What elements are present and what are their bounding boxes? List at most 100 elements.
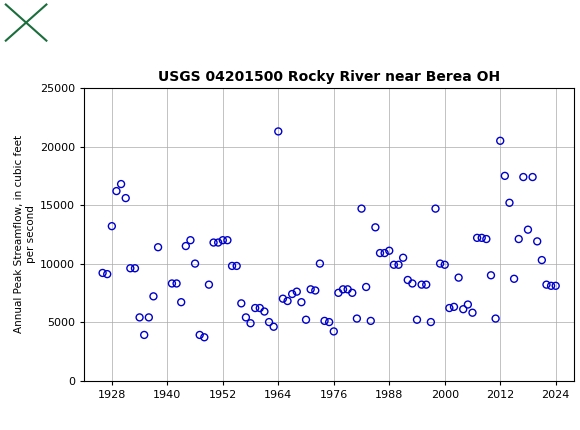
Point bbox=[394, 261, 403, 268]
Point bbox=[149, 293, 158, 300]
Point bbox=[292, 288, 302, 295]
Point bbox=[408, 280, 417, 287]
Point bbox=[343, 286, 352, 293]
Point bbox=[176, 299, 186, 306]
Point bbox=[551, 283, 560, 289]
Point bbox=[274, 128, 283, 135]
Point bbox=[98, 270, 107, 276]
Point bbox=[514, 236, 523, 243]
Point bbox=[380, 250, 389, 257]
Point bbox=[468, 309, 477, 316]
Point bbox=[487, 272, 496, 279]
Point bbox=[546, 283, 556, 289]
Point bbox=[463, 301, 473, 308]
Point bbox=[495, 137, 505, 144]
Point bbox=[398, 254, 408, 261]
Point bbox=[167, 280, 176, 287]
Point bbox=[482, 236, 491, 243]
Point bbox=[135, 314, 144, 321]
Point bbox=[297, 299, 306, 306]
Point bbox=[385, 247, 394, 254]
Point bbox=[186, 237, 195, 244]
Point bbox=[140, 332, 149, 338]
Point bbox=[459, 306, 468, 313]
Point bbox=[316, 260, 325, 267]
Point bbox=[154, 244, 163, 251]
Point bbox=[209, 239, 218, 246]
Point bbox=[288, 291, 297, 298]
Point bbox=[103, 270, 112, 277]
Point bbox=[532, 238, 542, 245]
Point bbox=[389, 261, 398, 268]
Point bbox=[537, 257, 546, 264]
Point bbox=[366, 317, 375, 324]
Point bbox=[523, 226, 532, 233]
Point bbox=[361, 283, 371, 290]
Point bbox=[357, 205, 366, 212]
Point bbox=[204, 281, 213, 288]
Point bbox=[403, 276, 412, 283]
Point bbox=[107, 223, 117, 230]
Point bbox=[375, 250, 385, 257]
Point bbox=[306, 286, 316, 293]
Point bbox=[311, 287, 320, 294]
Point bbox=[320, 317, 329, 324]
Point bbox=[246, 320, 255, 327]
Point bbox=[338, 286, 347, 293]
Point bbox=[347, 289, 357, 296]
Point bbox=[130, 265, 140, 272]
Point bbox=[283, 298, 292, 304]
Point bbox=[255, 304, 264, 311]
Point bbox=[417, 281, 426, 288]
Point bbox=[436, 260, 445, 267]
Point bbox=[278, 295, 288, 302]
Point bbox=[431, 205, 440, 212]
Point bbox=[269, 323, 278, 330]
Point bbox=[542, 281, 551, 288]
Point bbox=[172, 280, 181, 287]
Text: USGS: USGS bbox=[58, 14, 113, 31]
Point bbox=[412, 316, 422, 323]
Title: USGS 04201500 Rocky River near Berea OH: USGS 04201500 Rocky River near Berea OH bbox=[158, 70, 500, 84]
Point bbox=[505, 200, 514, 206]
Point bbox=[121, 195, 130, 202]
Y-axis label: Annual Peak Streamflow, in cubic feet
per second: Annual Peak Streamflow, in cubic feet pe… bbox=[14, 135, 36, 333]
Point bbox=[195, 332, 204, 338]
Point bbox=[241, 314, 251, 321]
Point bbox=[509, 275, 519, 282]
Point bbox=[445, 304, 454, 311]
Point bbox=[528, 174, 537, 181]
Point bbox=[473, 234, 482, 241]
Point bbox=[302, 316, 311, 323]
Point bbox=[519, 174, 528, 181]
Point bbox=[324, 319, 334, 326]
Point bbox=[371, 224, 380, 231]
Point bbox=[329, 328, 338, 335]
Point bbox=[126, 265, 135, 272]
Point bbox=[352, 315, 361, 322]
Point bbox=[260, 308, 269, 315]
Point bbox=[426, 319, 436, 326]
Point bbox=[213, 239, 223, 246]
Point bbox=[144, 314, 154, 321]
Point bbox=[181, 243, 190, 249]
Point bbox=[190, 260, 200, 267]
Point bbox=[251, 304, 260, 311]
Point bbox=[334, 289, 343, 296]
Point bbox=[227, 262, 237, 269]
Point bbox=[223, 237, 232, 244]
Point bbox=[264, 319, 274, 326]
Point bbox=[491, 315, 500, 322]
Bar bbox=[6, 4, 46, 41]
Point bbox=[450, 304, 459, 310]
Point bbox=[117, 181, 126, 187]
Point bbox=[200, 334, 209, 341]
Point bbox=[440, 261, 450, 268]
Point bbox=[422, 281, 431, 288]
Point bbox=[232, 262, 241, 269]
Point bbox=[112, 187, 121, 194]
Point bbox=[500, 172, 509, 179]
Point bbox=[218, 237, 227, 244]
Point bbox=[454, 274, 463, 281]
Point bbox=[477, 234, 487, 241]
